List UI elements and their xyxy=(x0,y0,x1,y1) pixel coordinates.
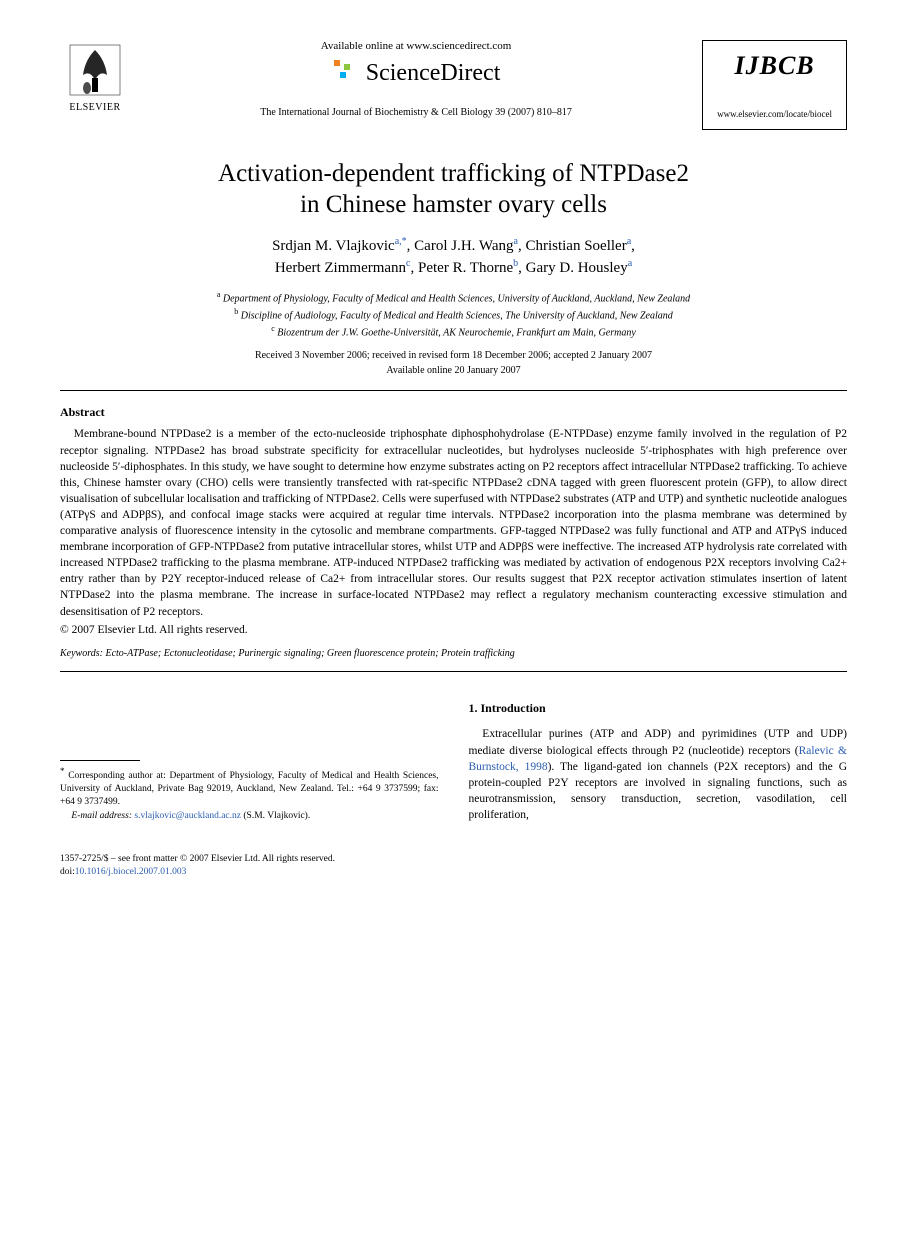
author-3-affil: a xyxy=(627,236,631,247)
corresponding-footnote: * Corresponding author at: Department of… xyxy=(60,765,439,823)
sciencedirect-icon xyxy=(332,58,360,89)
email-label: E-mail address: xyxy=(71,811,132,821)
available-online-text: Available online at www.sciencedirect.co… xyxy=(150,40,682,52)
author-6[interactable]: , Gary D. Housley xyxy=(518,260,628,276)
journal-box: IJBCB www.elsevier.com/locate/biocel xyxy=(702,40,847,130)
intro-heading: 1. Introduction xyxy=(469,700,848,717)
email-suffix: (S.M. Vlajkovic). xyxy=(243,811,310,821)
footnote-rule xyxy=(60,760,140,761)
corresp-text: Corresponding author at: Department of P… xyxy=(60,771,439,808)
abstract-copyright: © 2007 Elsevier Ltd. All rights reserved… xyxy=(60,624,847,636)
sciencedirect-text: ScienceDirect xyxy=(366,60,501,87)
author-1[interactable]: Srdjan M. Vlajkovic xyxy=(272,238,395,254)
affiliation-a: Department of Physiology, Faculty of Med… xyxy=(223,293,690,304)
elsevier-tree-icon xyxy=(65,40,125,100)
elsevier-logo: ELSEVIER xyxy=(60,40,130,120)
elsevier-label: ELSEVIER xyxy=(69,102,120,113)
dates-block: Received 3 November 2006; received in re… xyxy=(60,348,847,378)
affiliation-b: Discipline of Audiology, Faculty of Medi… xyxy=(241,310,673,321)
intro-text-1: Extracellular purines (ATP and ADP) and … xyxy=(469,728,848,756)
dates-line2: Available online 20 January 2007 xyxy=(386,365,520,376)
authors-block: Srdjan M. Vlajkovica,*, Carol J.H. Wanga… xyxy=(60,235,847,279)
left-column: * Corresponding author at: Department of… xyxy=(60,700,439,823)
author-5[interactable]: , Peter R. Thorne xyxy=(411,260,514,276)
keywords-label: Keywords: xyxy=(60,648,103,659)
email-link[interactable]: s.vlajkovic@auckland.ac.nz xyxy=(134,811,241,821)
title-line1: Activation-dependent trafficking of NTPD… xyxy=(218,160,689,187)
author-1-affil: a, xyxy=(395,236,402,247)
header-row: ELSEVIER Available online at www.science… xyxy=(60,40,847,130)
affiliations-block: a Department of Physiology, Faculty of M… xyxy=(60,289,847,341)
rule-top xyxy=(60,390,847,391)
title-line2: in Chinese hamster ovary cells xyxy=(300,191,607,218)
center-header: Available online at www.sciencedirect.co… xyxy=(130,40,702,118)
keywords-list: Ecto-ATPase; Ectonucleotidase; Purinergi… xyxy=(105,648,514,659)
journal-reference: The International Journal of Biochemistr… xyxy=(150,107,682,118)
footer-doi-label: doi: xyxy=(60,867,75,877)
author-3[interactable]: , Christian Soeller xyxy=(518,238,627,254)
author-2[interactable]: , Carol J.H. Wang xyxy=(407,238,514,254)
intro-paragraph: Extracellular purines (ATP and ADP) and … xyxy=(469,726,848,823)
footer-issn: 1357-2725/$ – see front matter © 2007 El… xyxy=(60,854,335,864)
right-column: 1. Introduction Extracellular purines (A… xyxy=(469,700,848,823)
footer-block: 1357-2725/$ – see front matter © 2007 El… xyxy=(60,853,847,880)
journal-url[interactable]: www.elsevier.com/locate/biocel xyxy=(717,109,832,119)
author-4[interactable]: Herbert Zimmermann xyxy=(275,260,406,276)
author-6-affil: a xyxy=(628,258,632,269)
abstract-heading: Abstract xyxy=(60,405,847,420)
rule-bottom xyxy=(60,671,847,672)
affiliation-c: Biozentrum der J.W. Goethe-Universität, … xyxy=(277,327,635,338)
journal-acronym: IJBCB xyxy=(717,51,832,81)
footer-doi-link[interactable]: 10.1016/j.biocel.2007.01.003 xyxy=(75,867,187,877)
two-column-layout: * Corresponding author at: Department of… xyxy=(60,700,847,823)
article-title: Activation-dependent trafficking of NTPD… xyxy=(60,158,847,221)
sciencedirect-brand: ScienceDirect xyxy=(150,58,682,89)
dates-line1: Received 3 November 2006; received in re… xyxy=(255,350,652,361)
abstract-body: Membrane-bound NTPDase2 is a member of t… xyxy=(60,426,847,619)
keywords-block: Keywords: Ecto-ATPase; Ectonucleotidase;… xyxy=(60,648,847,659)
